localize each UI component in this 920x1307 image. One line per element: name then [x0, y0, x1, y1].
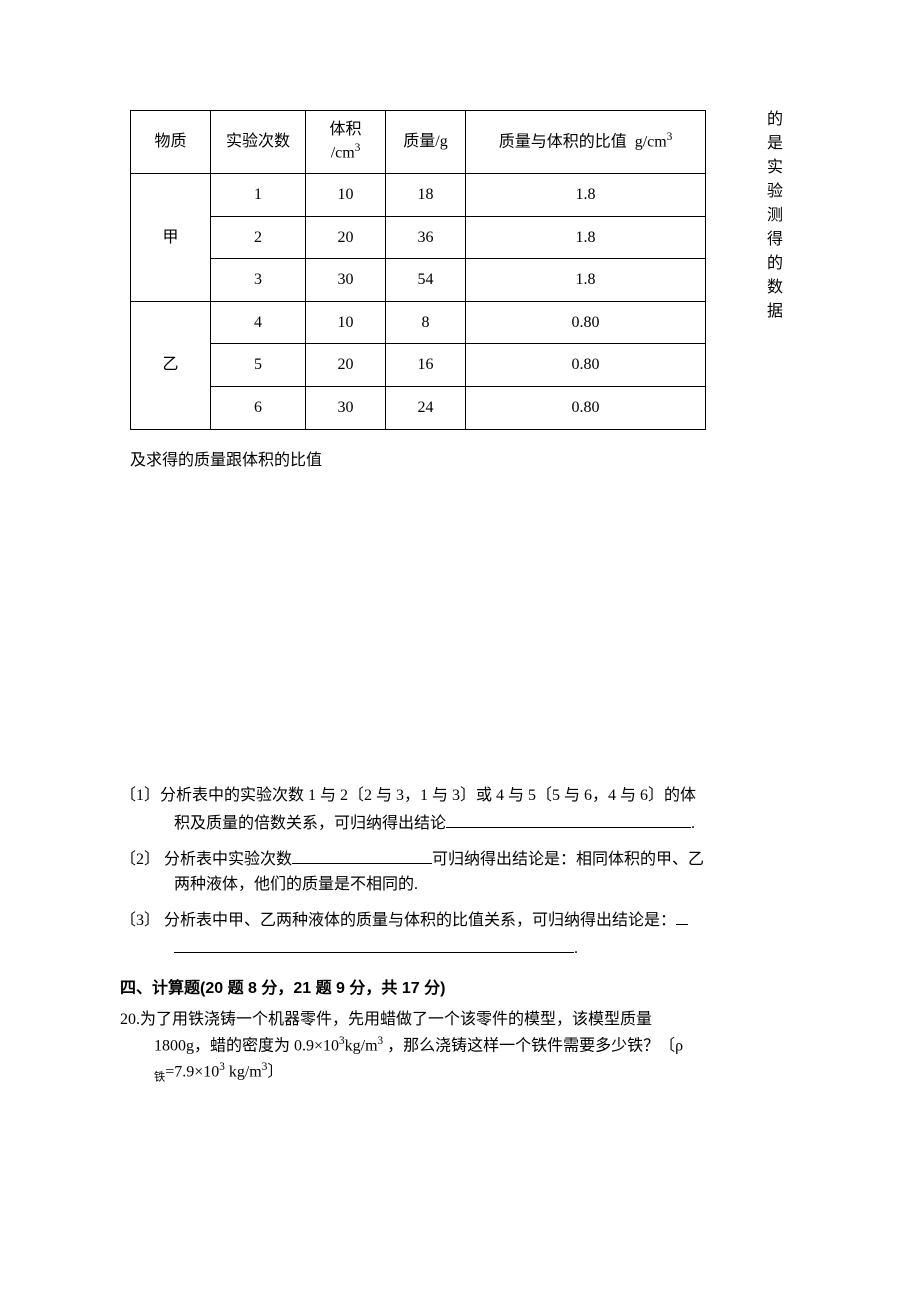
table-caption: 及求得的质量跟体积的比值	[130, 448, 800, 474]
table-container: 物质 实验次数 体积 /cm3 质量/g 质量与体积的比值 g/cm3 甲 1 …	[120, 110, 800, 430]
cell-ratio: 1.8	[466, 259, 706, 302]
table-row: 6 30 24 0.80	[131, 387, 706, 430]
q3-line1-text: 〔3〕 分析表中甲、乙两种液体的质量与体积的比值关系，可归纳得出结论是：	[120, 912, 676, 929]
question-2: 〔2〕 分析表中实验次数 可归纳得出结论是：相同体积的甲、乙 两种液体，他们的质量…	[120, 845, 800, 898]
cell-ratio: 0.80	[466, 387, 706, 430]
cell-trial: 2	[211, 216, 306, 259]
blank-fill	[292, 845, 432, 864]
q2-line1-a: 〔2〕 分析表中实验次数	[120, 851, 292, 868]
q2-line1-b: 可归纳得出结论是：相同体积的甲、乙	[432, 851, 704, 868]
cell-trial: 3	[211, 259, 306, 302]
header-volume: 体积 /cm3	[306, 111, 386, 174]
section-4-heading: 四、计算题(20 题 8 分，21 题 9 分，共 17 分)	[120, 976, 800, 1002]
q3-line1: 〔3〕 分析表中甲、乙两种液体的质量与体积的比值关系，可归纳得出结论是：	[120, 906, 800, 934]
cell-volume: 20	[306, 216, 386, 259]
q1-line2-text: 积及质量的倍数关系，可归纳得出结论	[174, 815, 446, 832]
header-trial: 实验次数	[211, 111, 306, 174]
p20-l3-a: =7.9×10	[165, 1063, 219, 1080]
p20-line1: 20.为了用铁浇铸一个机器零件，先用蜡做了一个该零件的模型，该模型质量	[120, 1007, 800, 1033]
cell-trial: 6	[211, 387, 306, 430]
p20-l3-c: 〕	[267, 1063, 283, 1080]
cell-volume: 30	[306, 387, 386, 430]
table-header-row: 物质 实验次数 体积 /cm3 质量/g 质量与体积的比值 g/cm3	[131, 111, 706, 174]
cell-ratio: 0.80	[466, 344, 706, 387]
cell-mass: 54	[386, 259, 466, 302]
p20-line3: 铁=7.9×103 kg/m3〕	[120, 1059, 800, 1087]
header-volume-sup: 3	[355, 142, 361, 154]
problem-20: 20.为了用铁浇铸一个机器零件，先用蜡做了一个该零件的模型，该模型质量 1800…	[120, 1007, 800, 1087]
q2-line1: 〔2〕 分析表中实验次数 可归纳得出结论是：相同体积的甲、乙	[120, 845, 800, 873]
table-row: 2 20 36 1.8	[131, 216, 706, 259]
cell-mass: 36	[386, 216, 466, 259]
cell-substance-a: 甲	[131, 174, 211, 302]
blank-fill	[446, 809, 691, 828]
table-row: 3 30 54 1.8	[131, 259, 706, 302]
cell-trial: 5	[211, 344, 306, 387]
p20-l2-b: kg/m	[345, 1037, 378, 1054]
header-substance: 物质	[131, 111, 211, 174]
q3-line2: .	[120, 934, 800, 962]
blank-fill	[174, 934, 574, 953]
cell-substance-b: 乙	[131, 301, 211, 429]
p20-l2-c: ，那么浇铸这样一个铁件需要多少铁？〔ρ	[383, 1037, 683, 1054]
cell-mass: 18	[386, 174, 466, 217]
header-ratio-unit-prefix: g/cm	[635, 134, 667, 151]
blank-fill	[676, 906, 688, 925]
header-ratio-label: 质量与体积的比值	[499, 134, 627, 151]
question-1: 〔1〕分析表中的实验次数 1 与 2〔2 与 3，1 与 3〕或 4 与 5〔5…	[120, 783, 800, 836]
cell-trial: 4	[211, 301, 306, 344]
cell-ratio: 1.8	[466, 174, 706, 217]
questions-block: 〔1〕分析表中的实验次数 1 与 2〔2 与 3，1 与 3〕或 4 与 5〔5…	[120, 783, 800, 961]
question-3: 〔3〕 分析表中甲、乙两种液体的质量与体积的比值关系，可归纳得出结论是： .	[120, 906, 800, 962]
q3-line2-period: .	[574, 940, 578, 957]
q2-line2: 两种液体，他们的质量是不相同的.	[120, 872, 800, 898]
table-row: 5 20 16 0.80	[131, 344, 706, 387]
p20-l3-b: kg/m	[225, 1063, 262, 1080]
cell-trial: 1	[211, 174, 306, 217]
header-ratio-unit-sup: 3	[667, 131, 673, 143]
table-row: 乙 4 10 8 0.80	[131, 301, 706, 344]
header-volume-line2: /cm	[331, 145, 355, 162]
side-vertical-text: 的是实验测得的数据	[760, 110, 780, 326]
q1-line2: 积及质量的倍数关系，可归纳得出结论.	[120, 809, 800, 837]
cell-mass: 24	[386, 387, 466, 430]
cell-ratio: 0.80	[466, 301, 706, 344]
header-mass: 质量/g	[386, 111, 466, 174]
cell-volume: 10	[306, 301, 386, 344]
cell-volume: 10	[306, 174, 386, 217]
cell-mass: 16	[386, 344, 466, 387]
p20-sub: 铁	[154, 1071, 165, 1083]
cell-mass: 8	[386, 301, 466, 344]
table-row: 甲 1 10 18 1.8	[131, 174, 706, 217]
q1-line1: 〔1〕分析表中的实验次数 1 与 2〔2 与 3，1 与 3〕或 4 与 5〔5…	[120, 783, 800, 809]
p20-line2: 1800g，蜡的密度为 0.9×103kg/m3 ，那么浇铸这样一个铁件需要多少…	[120, 1033, 800, 1059]
cell-ratio: 1.8	[466, 216, 706, 259]
q1-line2-period: .	[691, 815, 695, 832]
p20-l2-a: 1800g，蜡的密度为 0.9×10	[154, 1037, 339, 1054]
cell-volume: 20	[306, 344, 386, 387]
data-table: 物质 实验次数 体积 /cm3 质量/g 质量与体积的比值 g/cm3 甲 1 …	[130, 110, 706, 430]
header-ratio: 质量与体积的比值 g/cm3	[466, 111, 706, 174]
cell-volume: 30	[306, 259, 386, 302]
header-volume-line1: 体积	[329, 121, 361, 138]
